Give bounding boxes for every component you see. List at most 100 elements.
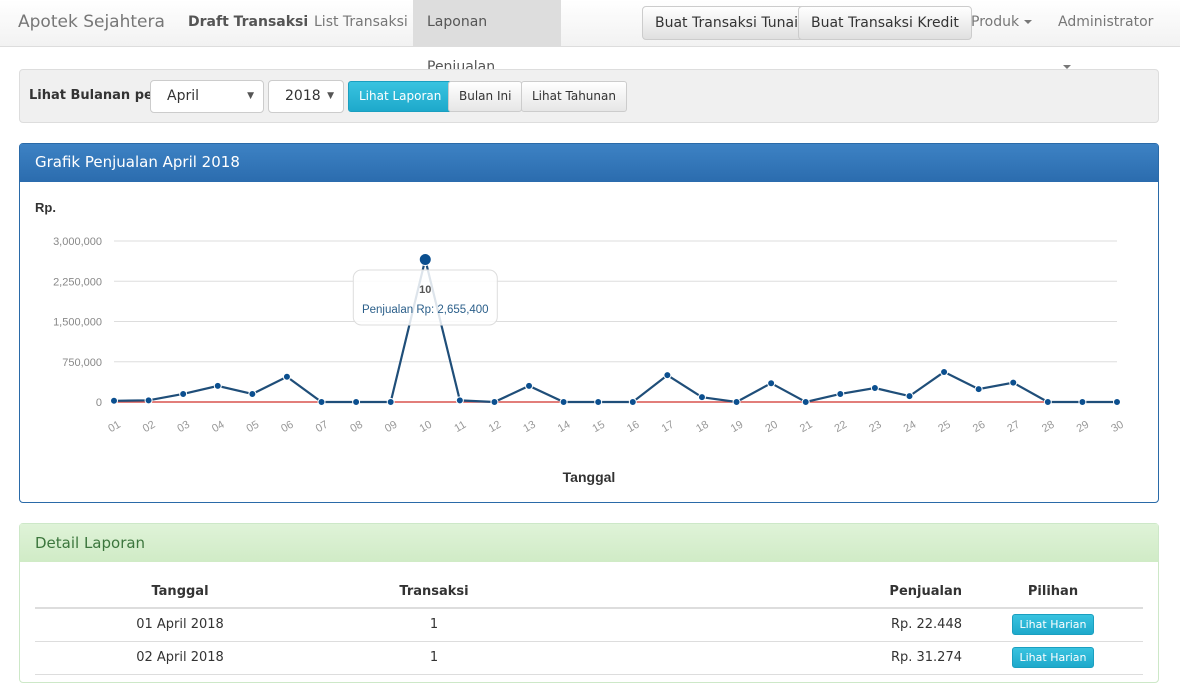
buat-transaksi-kredit-button[interactable]: Buat Transaksi Kredit (798, 6, 972, 40)
x-tick-label: 07 (314, 419, 331, 436)
lihat-harian-button[interactable]: Lihat Harian (1012, 614, 1094, 636)
data-point (282, 372, 291, 381)
x-tick-label: 30 (1109, 419, 1126, 436)
nav-list-transaksi[interactable]: List Transaksi (314, 14, 408, 30)
cell-count: 1 (325, 608, 543, 642)
data-point (418, 252, 432, 266)
data-point (317, 398, 326, 406)
x-tick-label: 28 (1040, 419, 1057, 436)
detail-table: Tanggal Transaksi Penjualan Pilihan 01 A… (35, 576, 1143, 675)
x-tick-label: 03 (175, 419, 192, 436)
x-tick-label: 01 (106, 419, 123, 436)
header-pilihan: Pilihan (963, 576, 1143, 609)
filter-bar: Lihat Bulanan per April ▼ 2018 ▼ Lihat Lap… (19, 69, 1159, 123)
x-tick-label: 17 (660, 419, 677, 436)
x-tick-label: 10 (417, 419, 434, 436)
x-tick-label: 25 (936, 419, 953, 436)
y-axis-label: Rp. (35, 200, 56, 215)
x-tick-label: 14 (556, 419, 573, 436)
data-point (801, 398, 810, 406)
data-point (248, 389, 257, 398)
year-value: 2018 (285, 88, 321, 104)
x-tick-label: 21 (798, 419, 815, 436)
x-tick-label: 18 (694, 419, 711, 436)
lihat-tahunan-button[interactable]: Lihat Tahunan (521, 81, 627, 112)
header-tanggal: Tanggal (35, 576, 325, 609)
x-tick-label: 26 (971, 419, 988, 436)
x-tick-label: 27 (1005, 419, 1022, 436)
x-tick-label: 13 (521, 419, 538, 436)
data-point (870, 384, 879, 393)
y-tick-label: 0 (96, 397, 102, 409)
x-tick-label: 20 (763, 419, 780, 436)
cell-sales: Rp. 22.448 (543, 608, 963, 642)
data-point (455, 396, 464, 405)
x-tick-label: 19 (729, 419, 746, 436)
series-line (113, 259, 1117, 404)
administrator-dropdown[interactable]: Administrator (1044, 0, 1180, 69)
tooltip-title: 10 (419, 284, 431, 296)
nav-laporan-penjualan[interactable]: Laponan Penjualan (413, 0, 561, 75)
x-tick-label: 12 (487, 419, 504, 436)
detail-panel: Detail Laporan Tanggal Transaksi Penjual… (19, 523, 1159, 683)
data-point (628, 398, 637, 406)
y-tick-label: 2,250,000 (53, 276, 102, 288)
year-select[interactable]: 2018 ▼ (268, 80, 344, 113)
x-tick-label: 05 (245, 419, 262, 436)
table-row: 02 April 2018 1 Rp. 31.274 Lihat Harian (35, 641, 1143, 675)
bulan-ini-button[interactable]: Bulan Ini (448, 81, 523, 112)
data-point (213, 381, 222, 390)
brand[interactable]: Apotek Sejahtera (18, 12, 165, 32)
sales-chart: Rp. Tanggal 0 750,000 1,500,000 2,250,000 3,00… (35, 200, 1126, 485)
buat-transaksi-tunai-button[interactable]: Buat Transaksi Tunai (642, 6, 811, 40)
data-point (525, 381, 534, 390)
month-value: April (167, 88, 199, 104)
x-tick-label: 29 (1075, 419, 1092, 436)
dropdown-arrow-icon: ▼ (327, 91, 334, 101)
dropdown-arrow-icon: ▼ (247, 91, 254, 101)
x-tick-label: 16 (625, 419, 642, 436)
nav-draft-transaksi[interactable]: Draft Transaksi (188, 14, 309, 30)
x-tick-label: 15 (590, 419, 607, 436)
lihat-harian-button[interactable]: Lihat Harian (1012, 647, 1094, 668)
data-point (663, 371, 672, 380)
data-point (386, 398, 395, 406)
table-row: 01 April 2018 1 Rp. 22.448 Lihat Harian (35, 608, 1143, 642)
x-tick-label: 02 (141, 419, 158, 436)
x-tick-label: 22 (833, 419, 850, 436)
x-axis-label: Tanggal (563, 469, 616, 485)
x-tick-label: 23 (867, 419, 884, 436)
detail-panel-title: Detail Laporan (20, 524, 1158, 562)
data-point (1009, 378, 1018, 387)
data-point (767, 379, 776, 388)
data-point (1043, 398, 1052, 406)
data-point (490, 398, 499, 406)
data-point (352, 398, 361, 406)
navbar: Apotek Sejahtera Draft Transaksi List Tr… (0, 0, 1180, 75)
data-point (940, 367, 949, 376)
cell-count: 1 (325, 641, 543, 675)
caret-down-icon (1063, 65, 1071, 69)
data-point (732, 398, 741, 406)
data-point (905, 392, 914, 401)
month-select[interactable]: April ▼ (150, 80, 264, 113)
filter-label: Lihat Bulanan per (29, 88, 160, 103)
x-tick-label: 24 (902, 419, 919, 436)
administrator-label: Administrator (1058, 14, 1154, 30)
lihat-laporan-button[interactable]: Lihat Laporan (348, 81, 453, 112)
cell-date: 01 April 2018 (35, 608, 325, 642)
tooltip-box (352, 269, 498, 326)
data-point (697, 393, 706, 402)
data-point (1078, 398, 1087, 406)
x-tick-label: 08 (348, 419, 365, 436)
data-point (179, 389, 188, 398)
y-tick-label: 1,500,000 (53, 317, 102, 329)
x-tick-label: 06 (279, 419, 296, 436)
data-point (110, 396, 118, 405)
data-point (594, 398, 603, 406)
produk-label: Produk (971, 14, 1020, 30)
x-tick-label: 11 (452, 419, 468, 435)
y-tick-label: 3,000,000 (53, 236, 102, 248)
produk-dropdown[interactable]: Produk (957, 0, 1046, 47)
data-point (559, 398, 568, 406)
